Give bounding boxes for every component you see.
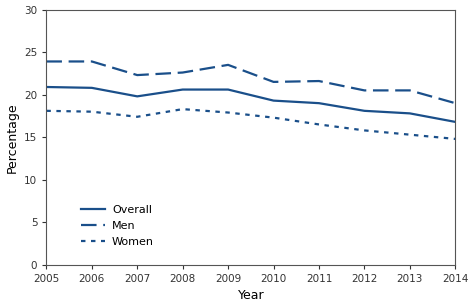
Men [316, 79, 322, 83]
Women [44, 109, 49, 113]
Overall [452, 120, 458, 124]
Men [452, 101, 458, 105]
Women [89, 110, 95, 114]
X-axis label: Year: Year [237, 290, 264, 302]
Overall [271, 99, 276, 103]
Overall [225, 88, 231, 91]
Women [271, 116, 276, 120]
Legend: Overall, Men, Women: Overall, Men, Women [76, 201, 158, 252]
Men [89, 60, 95, 63]
Women [452, 137, 458, 141]
Men [44, 60, 49, 63]
Women [225, 111, 231, 114]
Men [180, 71, 185, 74]
Men [362, 89, 367, 92]
Overall [180, 88, 185, 91]
Line: Overall: Overall [46, 87, 455, 122]
Overall [362, 109, 367, 113]
Overall [89, 86, 95, 90]
Line: Women: Women [46, 109, 455, 139]
Women [180, 107, 185, 111]
Men [271, 80, 276, 84]
Men [135, 73, 140, 77]
Line: Men: Men [46, 62, 455, 103]
Overall [44, 85, 49, 89]
Women [316, 123, 322, 126]
Men [225, 63, 231, 67]
Overall [316, 101, 322, 105]
Women [362, 128, 367, 132]
Overall [407, 111, 413, 115]
Y-axis label: Percentage: Percentage [6, 102, 18, 172]
Women [135, 115, 140, 119]
Men [407, 89, 413, 92]
Women [407, 133, 413, 136]
Overall [135, 95, 140, 98]
